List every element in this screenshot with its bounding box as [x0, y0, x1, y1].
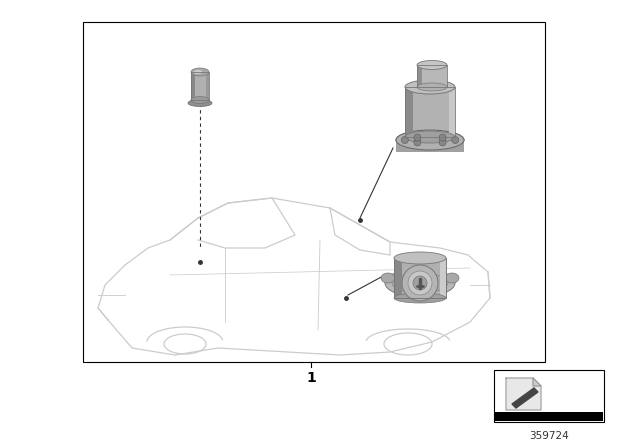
Ellipse shape — [405, 80, 455, 94]
Bar — [495, 412, 603, 421]
Bar — [206, 72, 209, 100]
Bar — [417, 65, 422, 87]
Bar — [394, 258, 402, 298]
Ellipse shape — [191, 96, 209, 103]
Bar — [494, 370, 604, 422]
Bar — [396, 140, 464, 152]
Ellipse shape — [445, 273, 459, 283]
Bar — [394, 258, 446, 298]
Bar — [394, 258, 446, 298]
Bar — [191, 72, 209, 100]
Circle shape — [452, 137, 459, 143]
Ellipse shape — [394, 252, 446, 264]
Bar — [191, 72, 195, 100]
Bar — [191, 72, 209, 100]
Circle shape — [408, 271, 432, 295]
Polygon shape — [512, 388, 538, 408]
Circle shape — [414, 134, 421, 141]
Circle shape — [439, 139, 446, 146]
Circle shape — [439, 134, 446, 141]
Ellipse shape — [188, 99, 212, 107]
Ellipse shape — [417, 83, 447, 91]
Polygon shape — [533, 378, 541, 386]
Text: 1: 1 — [306, 371, 316, 385]
Ellipse shape — [392, 273, 448, 293]
Ellipse shape — [417, 60, 447, 69]
Ellipse shape — [381, 273, 395, 283]
Bar — [405, 87, 455, 137]
Ellipse shape — [385, 269, 455, 297]
Ellipse shape — [193, 70, 202, 74]
Bar — [405, 87, 455, 137]
Bar — [405, 87, 413, 137]
Circle shape — [414, 139, 421, 146]
Ellipse shape — [405, 131, 455, 143]
Ellipse shape — [394, 293, 446, 303]
Circle shape — [401, 137, 408, 143]
Polygon shape — [506, 378, 541, 410]
Bar — [417, 65, 447, 87]
Bar — [449, 87, 455, 137]
Circle shape — [413, 276, 427, 290]
Bar — [83, 22, 545, 362]
Bar — [417, 65, 447, 87]
Ellipse shape — [396, 130, 464, 150]
Circle shape — [402, 265, 438, 301]
Ellipse shape — [191, 68, 209, 76]
Text: 359724: 359724 — [529, 431, 569, 441]
Bar — [440, 258, 446, 298]
Ellipse shape — [396, 130, 464, 150]
